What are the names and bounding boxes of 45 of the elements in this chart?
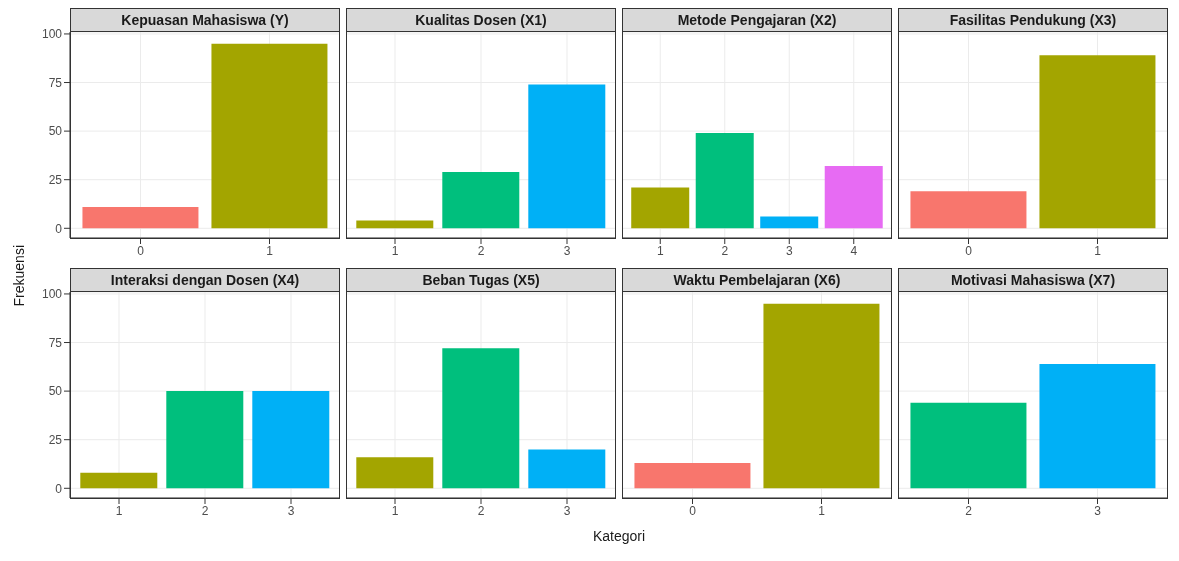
x-tick-label: 2 bbox=[477, 243, 485, 258]
x-tick-label: 1 bbox=[266, 243, 274, 258]
chart-title: Kualitas Dosen (X1) bbox=[346, 8, 616, 32]
x-tick-label: 3 bbox=[785, 243, 793, 258]
x-tick-label: 3 bbox=[563, 243, 571, 258]
x-tick-label: 2 bbox=[201, 503, 209, 518]
chart-title: Kepuasan Mahasiswa (Y) bbox=[70, 8, 340, 32]
bar bbox=[695, 133, 754, 229]
x-tick-label: 0 bbox=[689, 503, 697, 518]
x-tick-label: 0 bbox=[137, 243, 145, 258]
x-tick-label: 1 bbox=[391, 503, 399, 518]
y-axis-title: Frekuensi bbox=[11, 245, 27, 307]
y-tick-label: 50 bbox=[48, 384, 63, 399]
x-tick-label: 1 bbox=[818, 503, 826, 518]
x-tick-label: 1 bbox=[115, 503, 123, 518]
y-tick-label: 0 bbox=[55, 221, 63, 236]
y-tick-label: 25 bbox=[48, 432, 63, 447]
x-tick-label: 3 bbox=[1094, 503, 1102, 518]
x-tick-label: 1 bbox=[656, 243, 664, 258]
x-tick-label: 3 bbox=[563, 503, 571, 518]
x-tick-label: 2 bbox=[477, 503, 485, 518]
y-tick-label: 100 bbox=[41, 287, 63, 302]
chart-title: Beban Tugas (X5) bbox=[346, 268, 616, 292]
chart-title: Motivasi Mahasiswa (X7) bbox=[898, 268, 1168, 292]
x-tick-label: 3 bbox=[287, 503, 295, 518]
bar bbox=[824, 166, 883, 229]
x-tick-label: 2 bbox=[965, 503, 973, 518]
y-tick-label: 75 bbox=[48, 75, 63, 90]
y-tick-label: 50 bbox=[48, 124, 63, 139]
bar bbox=[760, 216, 819, 229]
x-tick-label: 0 bbox=[965, 243, 973, 258]
bar bbox=[631, 187, 690, 229]
chart-title: Interaksi dengan Dosen (X4) bbox=[70, 268, 340, 292]
x-tick-label: 1 bbox=[391, 243, 399, 258]
x-tick-label: 4 bbox=[850, 243, 858, 258]
x-tick-label: 2 bbox=[721, 243, 729, 258]
chart-title: Fasilitas Pendukung (X3) bbox=[898, 8, 1168, 32]
x-tick-label: 1 bbox=[1094, 243, 1102, 258]
chart-title: Metode Pengajaran (X2) bbox=[622, 8, 892, 32]
x-axis-title: Kategori bbox=[591, 528, 647, 544]
chart-title: Waktu Pembelajaran (X6) bbox=[622, 268, 892, 292]
y-tick-label: 100 bbox=[41, 27, 63, 42]
y-tick-label: 75 bbox=[48, 335, 63, 350]
y-tick-label: 0 bbox=[55, 481, 63, 496]
y-tick-label: 25 bbox=[48, 172, 63, 187]
